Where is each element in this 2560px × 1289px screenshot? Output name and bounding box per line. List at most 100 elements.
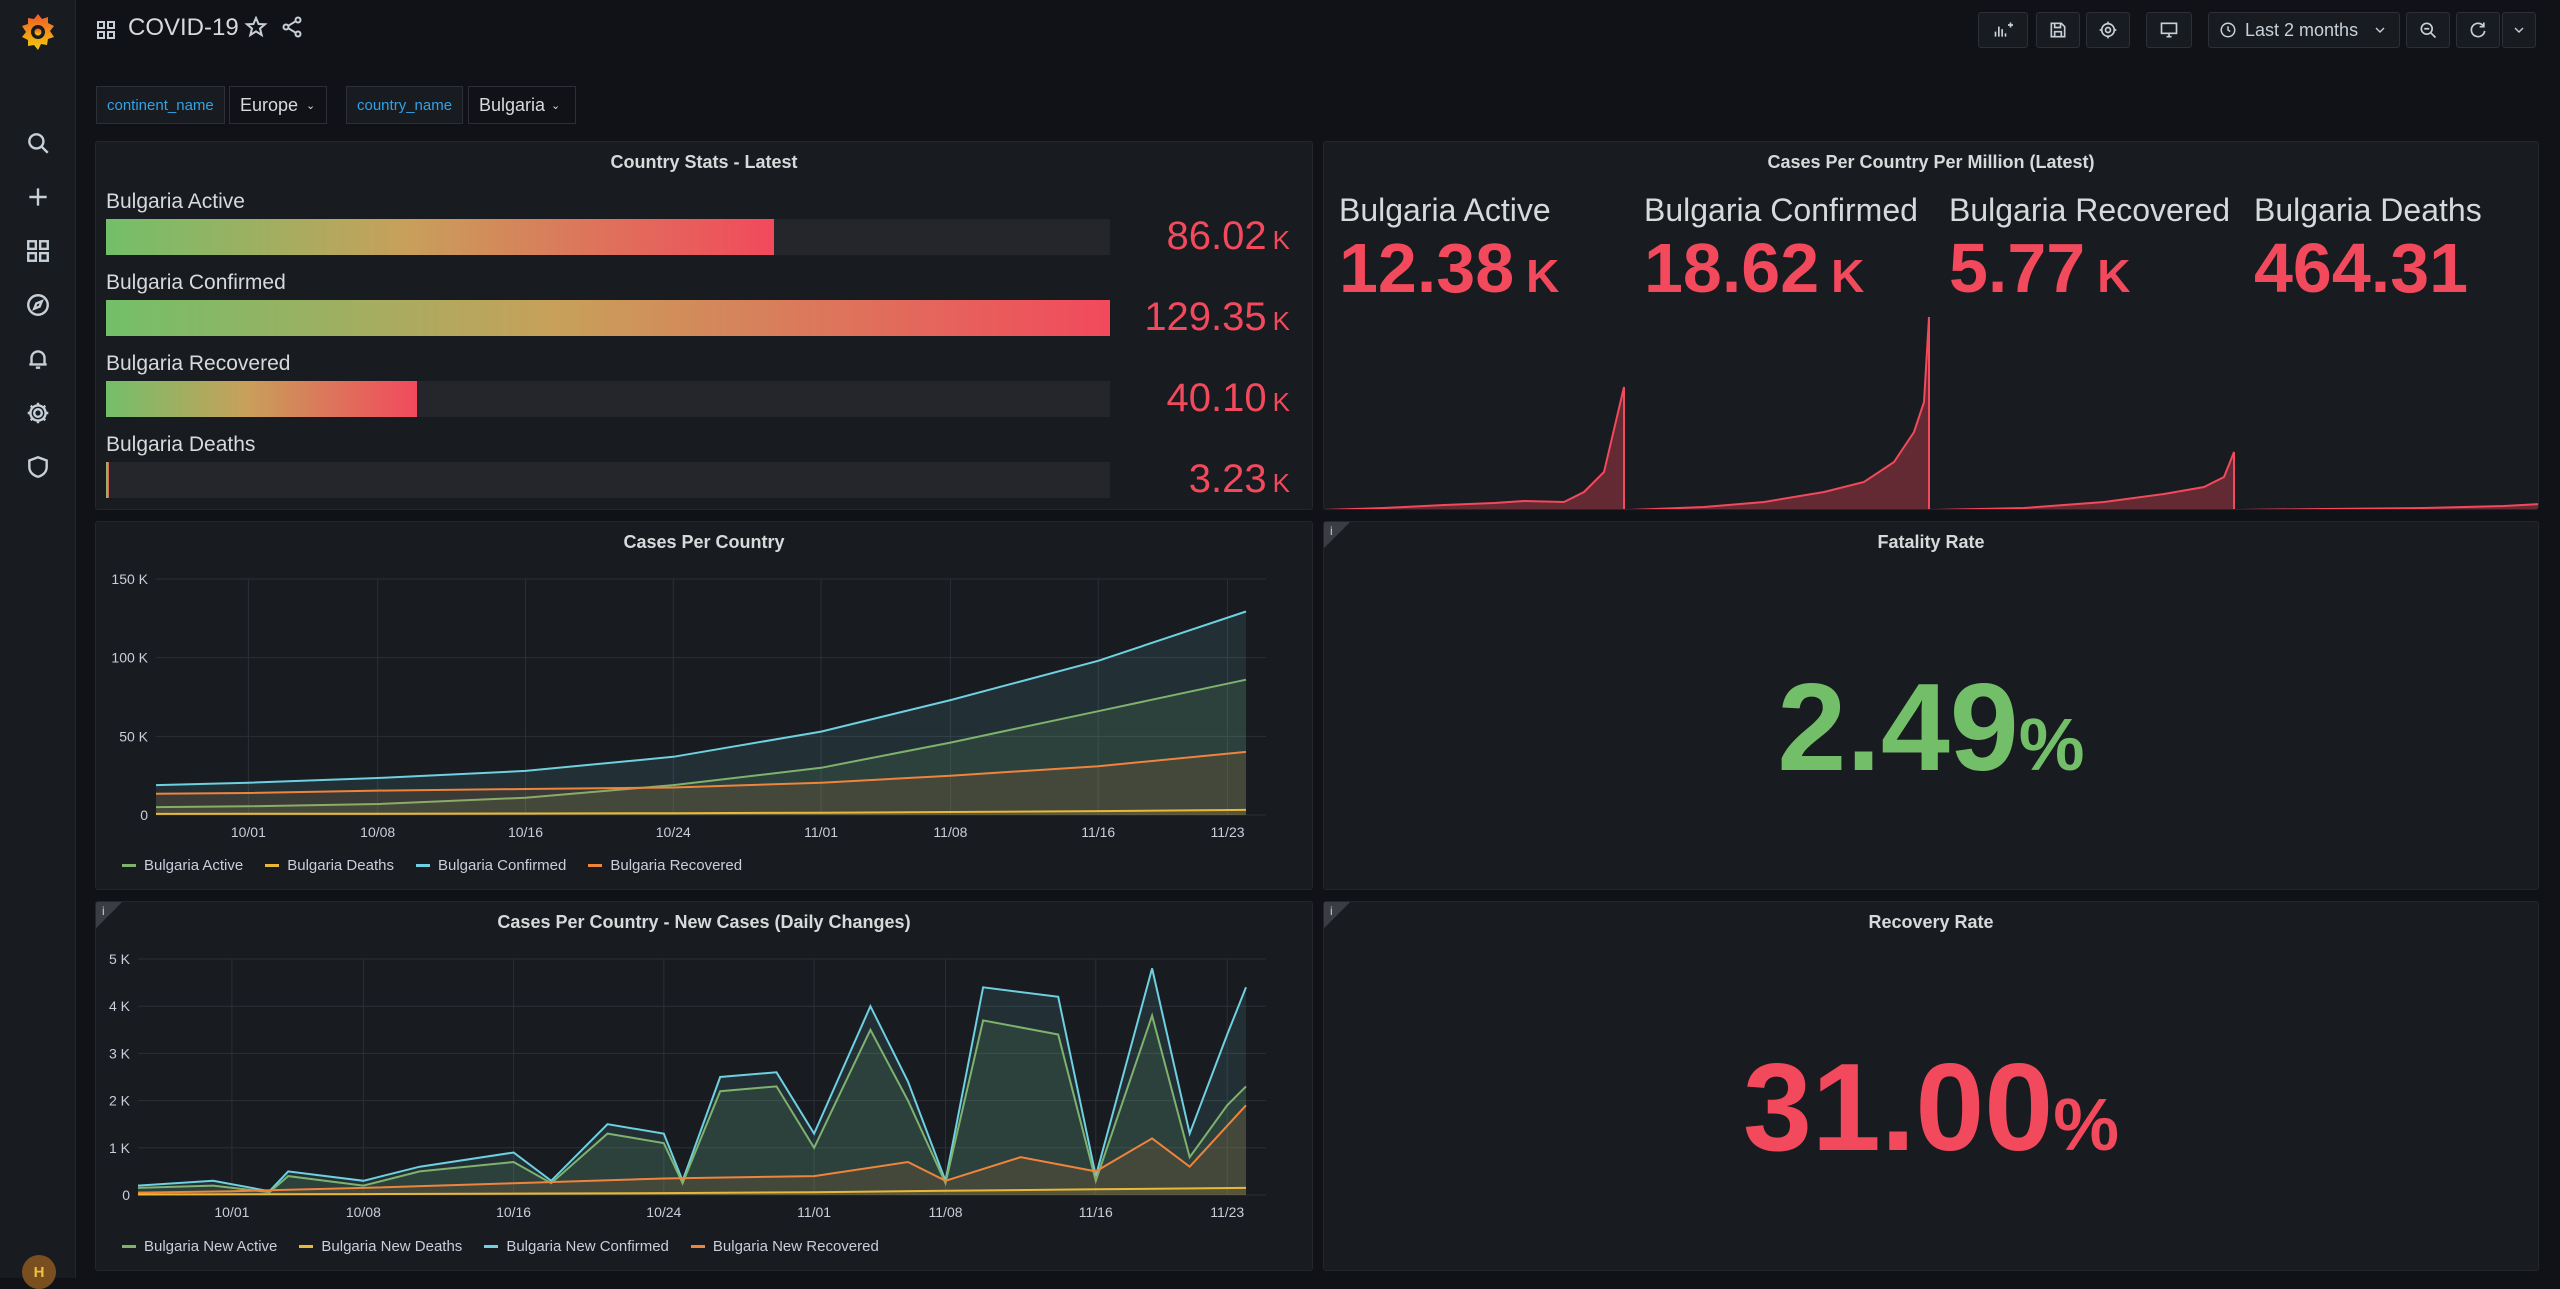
x-tick-label: 11/08 — [929, 1204, 963, 1220]
series-line — [155, 610, 1247, 787]
zoom-out-icon — [2420, 22, 2437, 39]
stat-value: 464.31 — [2254, 228, 2480, 308]
tv-mode-button[interactable] — [2146, 12, 2192, 48]
bar-gauge-fill — [106, 300, 1110, 336]
x-tick-label: 10/08 — [360, 824, 395, 840]
legend-swatch — [299, 1245, 314, 1248]
sparkline-active — [1324, 386, 1625, 509]
legend-label: Bulgaria New Active — [144, 1238, 278, 1255]
y-tick-label: 50 K — [119, 728, 148, 744]
save-dashboard-button[interactable] — [2036, 12, 2080, 48]
bar-gauge-unit: K — [1272, 225, 1290, 255]
dashboard-settings-button[interactable] — [2086, 12, 2130, 48]
x-tick-label: 10/16 — [496, 1204, 531, 1220]
panel-recovery-rate[interactable]: i Recovery Rate 31.00% — [1323, 901, 2539, 1271]
dashboard-title[interactable]: COVID-19 — [128, 14, 239, 41]
bar-gauge-value: 40.10 K — [1167, 376, 1290, 421]
legend-item-deaths[interactable]: Bulgaria Deaths — [265, 857, 394, 874]
stat-number: 5.77 — [1949, 229, 2086, 307]
panel-new-cases[interactable]: i Cases Per Country - New Cases (Daily C… — [95, 901, 1313, 1271]
legend-item-new-confirmed[interactable]: Bulgaria New Confirmed — [484, 1238, 669, 1255]
x-tick-label: 10/24 — [646, 1204, 681, 1220]
series-line — [155, 678, 1247, 809]
sparkline-deaths — [2238, 503, 2538, 509]
series-line — [137, 1012, 1247, 1194]
variable-select-continent[interactable]: Europe ⌄ — [229, 86, 327, 124]
bar-gauge-number: 40.10 — [1166, 376, 1267, 420]
bar-gauge-track — [106, 300, 1110, 336]
series-area — [138, 1187, 1246, 1195]
stat-number: 12.38 — [1339, 229, 1515, 307]
share-icon[interactable] — [280, 15, 304, 39]
info-icon[interactable]: i — [1324, 902, 1350, 928]
x-tick-label: 10/08 — [346, 1204, 381, 1220]
gear-icon — [2099, 21, 2117, 39]
configuration-gear-icon[interactable] — [22, 397, 54, 429]
legend-item-recovered[interactable]: Bulgaria Recovered — [588, 857, 742, 874]
legend-label: Bulgaria Deaths — [287, 857, 394, 874]
bar-gauge-fill — [106, 462, 109, 498]
add-panel-button[interactable] — [1978, 12, 2028, 48]
y-tick-label: 100 K — [111, 650, 148, 666]
save-icon — [2050, 22, 2066, 38]
series-line — [137, 968, 1247, 1193]
legend-item-active[interactable]: Bulgaria Active — [122, 857, 243, 874]
chevron-down-icon: ⌄ — [306, 99, 316, 112]
panel-cases-per-country[interactable]: Cases Per Country 0 50 K 100 K 150 K 10/01 10… — [95, 521, 1313, 890]
refresh-interval-dropdown[interactable] — [2502, 12, 2536, 48]
grafana-logo-icon[interactable] — [16, 10, 60, 54]
series-area — [156, 751, 1246, 815]
info-icon[interactable]: i — [1324, 522, 1350, 548]
user-avatar[interactable]: H — [22, 1255, 56, 1289]
create-plus-icon[interactable] — [22, 181, 54, 213]
bar-gauge-label: Bulgaria Active — [106, 190, 245, 213]
variable-value-country: Bulgaria — [479, 94, 546, 115]
panel-fatality-rate[interactable]: i Fatality Rate 2.49% — [1323, 521, 2539, 890]
variable-label-continent: continent_name — [96, 86, 225, 124]
cases-per-country-chart: 0 50 K 100 K 150 K 10/01 10/08 10/16 10/24 11/01… — [111, 571, 1266, 840]
x-tick-label: 10/16 — [508, 824, 543, 840]
alerting-bell-icon[interactable] — [22, 343, 54, 375]
panel-per-million[interactable]: Cases Per Country Per Million (Latest) B… — [1323, 141, 2539, 510]
search-icon[interactable] — [22, 127, 54, 159]
star-icon[interactable] — [244, 15, 268, 39]
explore-compass-icon[interactable] — [22, 289, 54, 321]
legend-item-new-recovered[interactable]: Bulgaria New Recovered — [690, 1238, 879, 1255]
variable-select-country[interactable]: Bulgaria ⌄ — [468, 86, 576, 124]
stat-name: Bulgaria Active — [1339, 192, 1551, 228]
stat-value: 18.62 K — [1644, 228, 1864, 308]
panel-title: Fatality Rate — [1877, 532, 1985, 552]
stat-number: 31.00 — [1742, 1039, 2054, 1177]
sparkline-recovered — [1933, 451, 2235, 509]
new-cases-chart: 0 1 K 2 K 3 K 4 K 5 K 10/01 10/08 10/16 10/24 11/0… — [109, 951, 1266, 1220]
panel-country-stats[interactable]: Country Stats - Latest Bulgaria Active 8… — [95, 141, 1313, 510]
server-admin-shield-icon[interactable] — [22, 451, 54, 483]
info-icon[interactable]: i — [96, 902, 122, 928]
zoom-out-button[interactable] — [2406, 12, 2450, 48]
x-tick-label: 11/01 — [797, 1204, 831, 1220]
legend-label: Bulgaria Active — [144, 857, 244, 874]
panel-title: Cases Per Country Per Million (Latest) — [1767, 152, 2095, 172]
legend-item-confirmed[interactable]: Bulgaria Confirmed — [415, 857, 566, 874]
stat-unit: K — [1831, 250, 1865, 302]
top-bar: COVID-19 Last 2 months — [76, 0, 2560, 60]
series-area — [138, 1015, 1246, 1195]
chart-legend: Bulgaria New Active Bulgaria New Deaths … — [122, 1238, 879, 1255]
time-range-label: Last 2 months — [2245, 19, 2359, 40]
stat-unit: K — [2097, 250, 2131, 302]
x-tick-label: 10/24 — [656, 824, 691, 840]
legend-swatch — [484, 1245, 499, 1248]
panel-title: Recovery Rate — [1868, 912, 1994, 932]
sparklines — [1324, 316, 2538, 509]
x-tick-label: 10/01 — [231, 824, 266, 840]
legend-item-new-deaths[interactable]: Bulgaria New Deaths — [299, 1238, 462, 1255]
panel-title: Cases Per Country — [623, 532, 785, 552]
stat-unit: % — [2053, 1083, 2120, 1166]
dashboards-icon[interactable] — [22, 235, 54, 267]
refresh-button[interactable] — [2456, 12, 2500, 48]
legend-label: Bulgaria New Recovered — [712, 1238, 879, 1255]
stat-unit: K — [1526, 250, 1560, 302]
stat-unit: % — [2018, 703, 2085, 786]
time-range-picker[interactable]: Last 2 months — [2208, 12, 2400, 48]
legend-item-new-active[interactable]: Bulgaria New Active — [122, 1238, 277, 1255]
